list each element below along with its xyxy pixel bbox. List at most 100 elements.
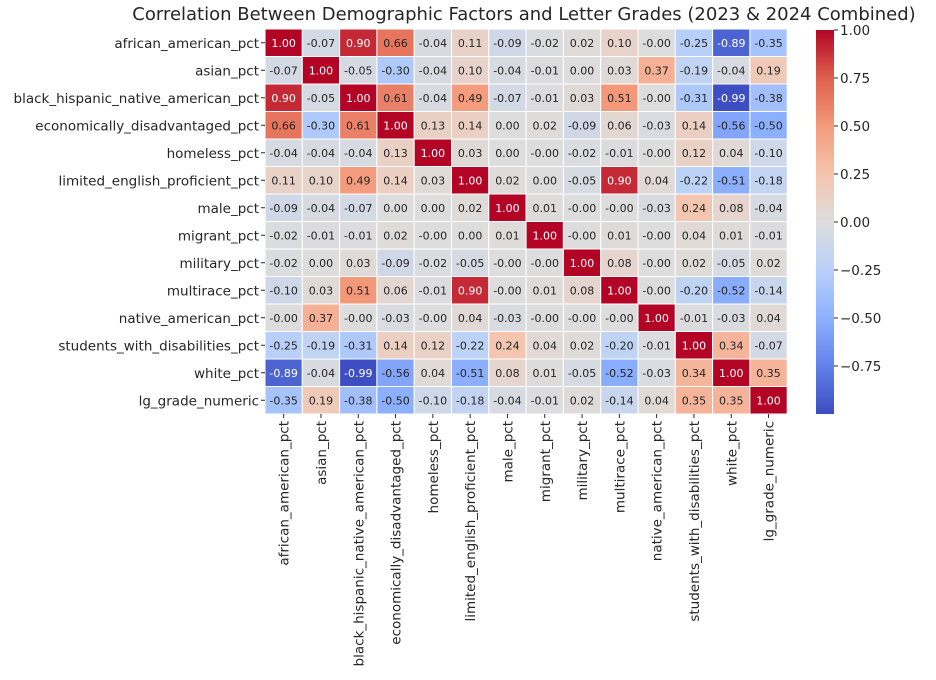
heatmap-cell-value: 0.10 (607, 37, 632, 50)
heatmap-cell-value: 1.00 (383, 119, 408, 132)
heatmap-cell-value: -0.03 (381, 312, 409, 325)
heatmap-cell-value: -0.04 (344, 147, 372, 160)
heatmap-cell-value: 0.02 (495, 174, 520, 187)
heatmap-cell (749, 358, 788, 387)
y-tick-label: students_with_disabilities_pct (58, 338, 259, 354)
heatmap-cell (451, 358, 490, 387)
chart-title: Correlation Between Demographic Factors … (132, 4, 916, 25)
heatmap-cell-value: 0.00 (495, 119, 520, 132)
heatmap-cell (488, 166, 527, 195)
colorbar (816, 30, 834, 414)
heatmap-cell (488, 276, 527, 305)
heatmap-cell-value: -0.05 (456, 257, 484, 270)
colorbar-tick-label: 0.75 (840, 71, 870, 87)
heatmap-cell-value: -0.04 (307, 367, 335, 380)
heatmap-cell (451, 28, 490, 57)
heatmap-cell (562, 221, 602, 250)
y-tick-label: military_pct (179, 256, 259, 272)
heatmap-cell-value: 1.00 (607, 284, 632, 297)
heatmap-cell-value: -0.00 (269, 312, 297, 325)
heatmap-cell-value: 0.04 (458, 312, 483, 325)
heatmap-cell-value: -0.00 (531, 257, 559, 270)
y-tick-label: migrant_pct (178, 228, 259, 244)
heatmap-cell-value: 0.04 (644, 174, 669, 187)
heatmap-cell (749, 386, 788, 415)
heatmap-cell-value: 1.00 (346, 92, 371, 105)
heatmap-cell-value: -0.04 (419, 92, 447, 105)
heatmap-cell-value: 1.00 (458, 174, 483, 187)
heatmap-cell (376, 303, 415, 332)
heatmap-cell-value: 0.03 (607, 64, 632, 77)
y-tick-label: homeless_pct (167, 146, 259, 162)
heatmap-cell-value: 0.51 (607, 92, 632, 105)
heatmap-cell-value: 0.14 (383, 174, 408, 187)
heatmap-cell (376, 83, 415, 112)
heatmap-cell-value: 0.19 (309, 394, 334, 407)
heatmap-cell-value: 0.35 (756, 367, 781, 380)
heatmap-cell (562, 386, 602, 415)
heatmap-cell-value: -0.00 (531, 147, 559, 160)
heatmap-cell (339, 138, 378, 167)
heatmap-cell-value: -0.38 (754, 92, 782, 105)
heatmap-cell-value: 0.37 (309, 312, 334, 325)
heatmap-cell-value: -0.14 (754, 284, 782, 297)
heatmap-cell (264, 248, 303, 277)
heatmap-cell-value: -0.01 (307, 229, 335, 242)
heatmap-cell (376, 386, 415, 415)
heatmap-cell-value: -0.03 (642, 119, 670, 132)
x-tick-label: white_pct (724, 421, 740, 486)
heatmap-cell (712, 303, 751, 332)
heatmap-cell-value: -0.00 (605, 202, 633, 215)
heatmap-cell-value: 0.08 (495, 367, 520, 380)
heatmap-cell (674, 331, 714, 360)
heatmap-cell-value: -0.05 (568, 174, 596, 187)
heatmap-cell (525, 138, 564, 167)
heatmap-cell-value: -0.52 (717, 284, 745, 297)
y-tick-label: white_pct (194, 366, 259, 382)
heatmap-cell-value: 0.02 (383, 229, 408, 242)
heatmap-cell-value: -0.04 (493, 394, 521, 407)
heatmap-cell-value: 0.51 (346, 284, 371, 297)
heatmap-cell (600, 193, 639, 222)
heatmap-cell (712, 386, 751, 415)
heatmap-cell-value: -0.02 (269, 257, 297, 270)
heatmap-cell (600, 248, 639, 277)
y-tick-label: multirace_pct (167, 283, 259, 299)
heatmap-cell-value: 0.03 (570, 92, 595, 105)
heatmap-cell (600, 221, 639, 250)
heatmap-cell-value: 0.03 (421, 174, 446, 187)
heatmap-cell-value: 0.02 (682, 257, 707, 270)
heatmap-cell-value: -0.01 (531, 92, 559, 105)
heatmap-cell-value: -0.07 (269, 64, 297, 77)
heatmap-cell-value: -0.09 (568, 119, 596, 132)
heatmap-cell (339, 83, 378, 112)
y-tick-label: asian_pct (195, 63, 259, 79)
heatmap-cell (562, 303, 602, 332)
heatmap-cell (749, 111, 788, 140)
heatmap-cell-value: 0.00 (533, 174, 558, 187)
heatmap-cell-value: 0.08 (607, 257, 632, 270)
heatmap-cell-value: 0.04 (644, 394, 669, 407)
x-tick-label: migrant_pct (538, 421, 554, 502)
heatmap-cell (600, 358, 639, 387)
colorbar-tick-label: −0.50 (840, 311, 881, 327)
heatmap-cell-value: -0.01 (680, 312, 708, 325)
heatmap-cell-value: -0.01 (754, 229, 782, 242)
heatmap-cell (674, 111, 714, 140)
heatmap-cell-value: 0.00 (570, 64, 595, 77)
heatmap-cell (637, 56, 676, 85)
heatmap-cell-value: 0.34 (719, 339, 744, 352)
y-tick-label: native_american_pct (119, 311, 259, 327)
heatmap-cell-value: 0.06 (607, 119, 632, 132)
heatmap-cell-value: 0.00 (458, 229, 483, 242)
heatmap-cell (712, 276, 751, 305)
heatmap-cell-value: -0.20 (680, 284, 708, 297)
heatmap-cell (301, 221, 341, 250)
heatmap-cell (749, 193, 788, 222)
x-tick-label: students_with_disabilities_pct (687, 421, 703, 622)
heatmap-cell-value: 0.13 (421, 119, 446, 132)
heatmap-cell-value: -0.01 (642, 339, 670, 352)
heatmap-cell-value: 0.04 (421, 367, 446, 380)
y-tick-label: lg_grade_numeric (139, 393, 259, 409)
heatmap-cell-value: -0.00 (344, 312, 372, 325)
